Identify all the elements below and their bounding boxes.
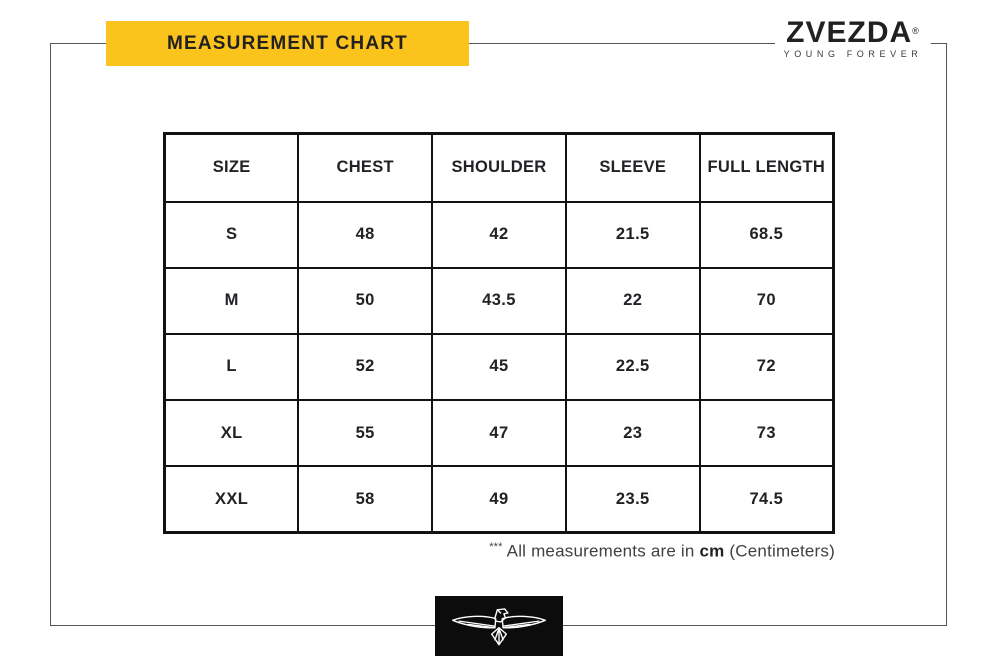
footer-logo-box: [435, 596, 563, 656]
measurement-table: SIZE CHEST SHOULDER SLEEVE FULL LENGTH S…: [163, 132, 835, 534]
cell-shoulder: 43.5: [431, 266, 567, 335]
registered-trademark-icon: ®: [912, 26, 920, 36]
cell-size: M: [163, 266, 300, 335]
column-header-sleeve: SLEEVE: [564, 132, 701, 203]
table-header-row: SIZE CHEST SHOULDER SLEEVE FULL LENGTH: [163, 132, 835, 203]
column-header-shoulder: SHOULDER: [431, 132, 567, 203]
footnote-unit: cm: [699, 541, 725, 561]
cell-size: XL: [163, 399, 300, 468]
cell-full-length: 68.5: [698, 200, 835, 269]
table-row: M 50 43.5 22 70: [163, 266, 835, 335]
cell-chest: 48: [297, 200, 434, 269]
cell-shoulder: 45: [431, 332, 567, 402]
cell-sleeve: 21.5: [564, 200, 701, 269]
cell-size: XXL: [163, 465, 300, 534]
cell-size: S: [163, 200, 300, 269]
cell-full-length: 73: [698, 399, 835, 468]
cell-chest: 55: [297, 399, 434, 468]
brand-name: ZVEZDA®: [775, 18, 931, 48]
brand-logo: ZVEZDA® YOUNG FOREVER: [775, 16, 931, 64]
cell-full-length: 74.5: [698, 465, 835, 534]
brand-wordmark: ZVEZDA: [786, 16, 913, 49]
brand-tagline: YOUNG FOREVER: [783, 49, 923, 59]
cell-sleeve: 23: [564, 399, 701, 468]
cell-chest: 50: [297, 266, 434, 335]
table-row: S 48 42 21.5 68.5: [163, 200, 835, 269]
cell-full-length: 72: [698, 332, 835, 402]
table-row: L 52 45 22.5 72: [163, 332, 835, 402]
footnote-suffix: (Centimeters): [729, 541, 835, 561]
table-row: XL 55 47 23 73: [163, 399, 835, 468]
footnote-asterisks: ***: [489, 541, 503, 553]
cell-shoulder: 42: [431, 200, 567, 269]
cell-size: L: [163, 332, 300, 402]
column-header-chest: CHEST: [297, 132, 434, 203]
column-header-full-length: FULL LENGTH: [698, 132, 835, 203]
cell-full-length: 70: [698, 266, 835, 335]
cell-sleeve: 22.5: [564, 332, 701, 402]
cell-sleeve: 22: [564, 266, 701, 335]
cell-sleeve: 23.5: [564, 465, 701, 534]
cell-chest: 52: [297, 332, 434, 402]
cell-chest: 58: [297, 465, 434, 534]
table-row: XXL 58 49 23.5 74.5: [163, 465, 835, 534]
eagle-icon: [447, 602, 551, 650]
column-header-size: SIZE: [163, 132, 300, 203]
footnote-text: All measurements are in: [506, 541, 695, 561]
measurement-chart-banner: MEASUREMENT CHART: [106, 21, 469, 66]
cell-shoulder: 47: [431, 399, 567, 468]
page-title: MEASUREMENT CHART: [166, 32, 408, 54]
footnote: *** All measurements are in cm (Centimete…: [163, 541, 835, 562]
cell-shoulder: 49: [431, 465, 567, 534]
